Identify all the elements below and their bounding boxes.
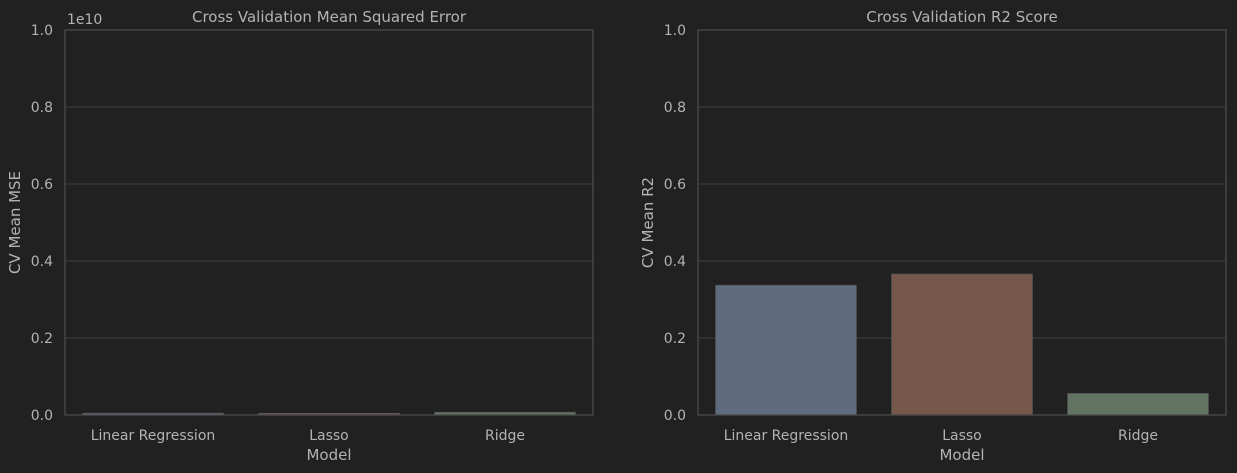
x-axis-label: Model xyxy=(306,446,351,464)
y-tick-label: 0.4 xyxy=(31,254,53,270)
chart-title: Cross Validation R2 Score xyxy=(866,8,1057,26)
y-axis-label: CV Mean MSE xyxy=(6,171,24,274)
chart-title: Cross Validation Mean Squared Error xyxy=(192,8,467,26)
x-tick-label: Lasso xyxy=(309,428,349,444)
x-tick-label: Linear Regression xyxy=(91,428,216,444)
plot-frame xyxy=(64,29,594,416)
plot-frame xyxy=(697,29,1227,416)
chart-panel-0: 0.0 0.2 0.4 0.6 0.8 1.0 Linear Regression Lasso… xyxy=(6,8,594,464)
y-tick-label: 0.0 xyxy=(664,408,686,424)
y-tick-label: 0.6 xyxy=(31,177,53,193)
bar xyxy=(715,284,857,416)
y-tick-label: 0.0 xyxy=(31,408,53,424)
y-tick-label: 0.6 xyxy=(664,177,686,193)
y-tick-label: 0.2 xyxy=(31,331,53,347)
bar xyxy=(891,273,1033,416)
y-tick-label: 0.2 xyxy=(664,331,686,347)
x-tick-label: Ridge xyxy=(485,428,525,444)
x-tick-label: Linear Regression xyxy=(724,428,849,444)
y-tick-label: 0.4 xyxy=(664,254,686,270)
x-tick-label: Ridge xyxy=(1118,428,1158,444)
bar xyxy=(1067,393,1209,416)
y-tick-label: 1.0 xyxy=(664,23,686,39)
y-tick-label: 0.8 xyxy=(31,100,53,116)
y-scale-offset-label: 1e10 xyxy=(67,12,102,28)
x-tick-label: Lasso xyxy=(942,428,982,444)
y-axis-label: CV Mean R2 xyxy=(639,177,657,268)
chart-panel-1: 0.0 0.2 0.4 0.6 0.8 1.0 Linear Regression Lasso… xyxy=(639,8,1227,464)
y-tick-label: 1.0 xyxy=(31,23,53,39)
y-tick-label: 0.8 xyxy=(664,100,686,116)
x-axis-label: Model xyxy=(939,446,984,464)
